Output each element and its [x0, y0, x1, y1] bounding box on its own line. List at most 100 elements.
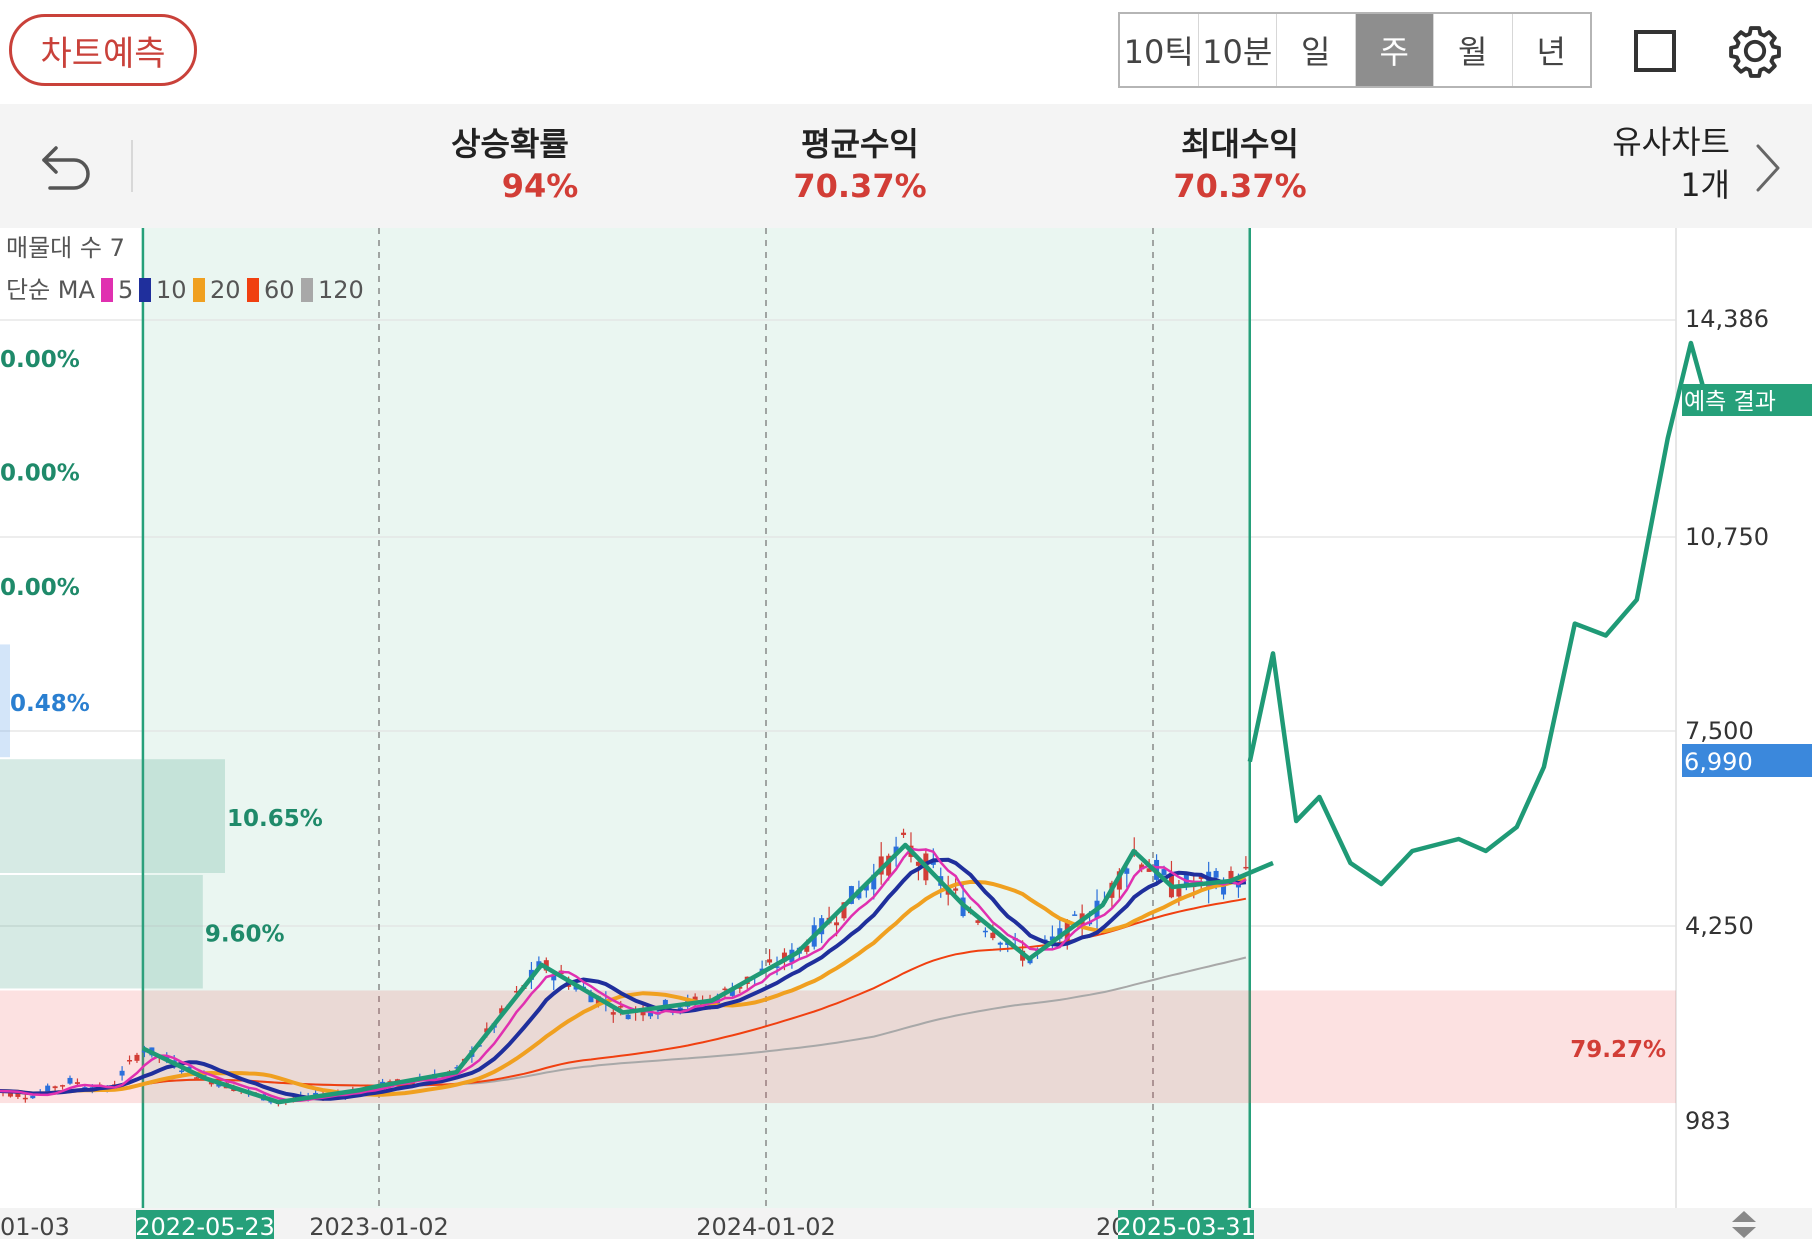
candle-body — [82, 1087, 88, 1089]
candle-body — [953, 888, 959, 891]
candle-body — [767, 959, 773, 963]
candle-body — [67, 1077, 73, 1084]
chart-predict-button[interactable]: 차트예측 — [9, 14, 197, 86]
candle-body — [216, 1084, 222, 1087]
rise-probability-label: 상승확률 — [451, 125, 569, 163]
volume-profile-bar — [0, 990, 1676, 1104]
candle-body — [610, 1012, 616, 1015]
candle-body — [930, 860, 936, 865]
candle-body — [737, 986, 743, 989]
range-end-tag — [1118, 1210, 1254, 1239]
candle-body — [625, 1014, 631, 1020]
candle-body — [588, 994, 594, 1003]
ma20-legend-label: 20 — [210, 276, 241, 304]
ma60-legend-swatch — [247, 278, 259, 302]
candle-body — [729, 989, 735, 996]
ma10-legend-swatch — [139, 278, 151, 302]
candle-body — [677, 1007, 683, 1011]
candle-body — [878, 856, 884, 875]
candle-body — [863, 884, 869, 891]
candle-body — [1139, 864, 1145, 870]
candle-body — [15, 1092, 21, 1097]
candle-body — [982, 930, 988, 933]
ma20-legend-swatch — [193, 278, 205, 302]
volume-profile-legend: 매물대 수 7 — [6, 234, 125, 262]
ma5-legend-swatch — [101, 278, 113, 302]
volume-profile-label: 0.00% — [0, 575, 80, 601]
volume-profile-bar — [0, 875, 203, 989]
candle-body — [1049, 936, 1055, 941]
candle-body — [692, 996, 698, 1001]
volume-profile-label: 0.48% — [10, 691, 90, 717]
volume-profile-label: 9.60% — [205, 922, 285, 948]
current-price-label: 6,990 — [1684, 748, 1753, 776]
ma-line — [0, 897, 1247, 1095]
y-tick-label: 7,500 — [1685, 717, 1754, 745]
volume-profile-label: 0.00% — [0, 460, 80, 486]
top-toolbar: 차트예측 10틱 10분 일 주 월 년 — [0, 0, 1812, 104]
average-return-value: 70.37% — [793, 167, 927, 205]
prediction-chart[interactable]: 0.00% 0.00% 0.00% 0.48% 10.65% 9.60% 79.27% 매물… — [0, 228, 1812, 1239]
volume-profile-bar — [0, 644, 10, 758]
prediction-line — [1247, 340, 1705, 887]
chevron-right-icon[interactable] — [1750, 140, 1784, 196]
period-tab-month[interactable]: 월 — [1434, 14, 1513, 86]
candle-body — [647, 1012, 653, 1017]
candle-body — [781, 952, 787, 962]
candle-body — [662, 999, 668, 1007]
candle-body — [722, 988, 728, 991]
range-start-tag — [136, 1210, 274, 1239]
gear-icon[interactable] — [1726, 22, 1784, 80]
average-return-stat: 평균수익 70.37% — [760, 124, 960, 208]
rise-probability-stat: 상승확률 94% — [400, 124, 620, 208]
ma60-legend-label: 60 — [264, 276, 295, 304]
volume-profile-label: 79.27% — [1570, 1037, 1666, 1063]
candle-body — [1161, 869, 1167, 875]
max-return-value: 70.37% — [1173, 167, 1307, 205]
volume-profile-label: 0.00% — [0, 347, 80, 373]
x-tick-label: 2023-01-02 — [309, 1213, 448, 1239]
stats-divider — [131, 140, 133, 192]
ma120-legend-label: 120 — [318, 276, 364, 304]
candle-body — [841, 902, 847, 919]
candle-body — [1221, 885, 1227, 895]
rise-probability-value: 94% — [501, 167, 579, 205]
candle-body — [194, 1077, 200, 1079]
candle-body — [893, 846, 899, 855]
prediction-result-tag — [1682, 384, 1812, 416]
candle-body — [901, 832, 907, 835]
undo-icon[interactable] — [38, 140, 96, 196]
candle-body — [871, 874, 877, 890]
volume-profile-label: 10.65% — [227, 806, 323, 832]
candle-body — [618, 1006, 624, 1008]
range-end-label: 2025-03-31 — [1116, 1213, 1255, 1239]
period-tab-10tick[interactable]: 10틱 — [1120, 14, 1199, 86]
similar-charts-count: 1개 — [1680, 166, 1730, 204]
candle-body — [990, 932, 996, 939]
y-tick-label: 14,386 — [1685, 305, 1769, 333]
y-tick-label: 10,750 — [1685, 523, 1769, 551]
ma-legend-title: 단순 MA — [6, 276, 95, 304]
range-start-label: 2022-05-23 — [135, 1213, 274, 1239]
ma10-legend-label: 10 — [156, 276, 187, 304]
candle-body — [22, 1097, 28, 1100]
candle-body — [186, 1066, 192, 1070]
period-tab-10min[interactable]: 10분 — [1199, 14, 1277, 86]
fullscreen-icon[interactable] — [1634, 30, 1676, 72]
volume-profile-bar — [0, 759, 225, 873]
average-return-label: 평균수익 — [801, 125, 919, 163]
candle-body — [975, 920, 981, 923]
historical-pattern-line — [141, 842, 1274, 1105]
candle-body — [997, 942, 1003, 945]
candle-body — [499, 1008, 505, 1014]
candle-body — [1198, 876, 1204, 879]
candle-body — [1072, 914, 1078, 916]
time-axis-strip — [0, 1208, 1812, 1239]
similar-charts[interactable]: 유사차트 1개 — [1560, 122, 1730, 208]
candle-body — [74, 1082, 80, 1084]
period-tab-week[interactable]: 주 — [1355, 14, 1434, 86]
candle-body — [1146, 868, 1152, 872]
period-tab-year[interactable]: 년 — [1536, 33, 1566, 71]
period-tab-day[interactable]: 일 — [1277, 14, 1356, 86]
scroll-handle-icon[interactable] — [1732, 1211, 1756, 1238]
